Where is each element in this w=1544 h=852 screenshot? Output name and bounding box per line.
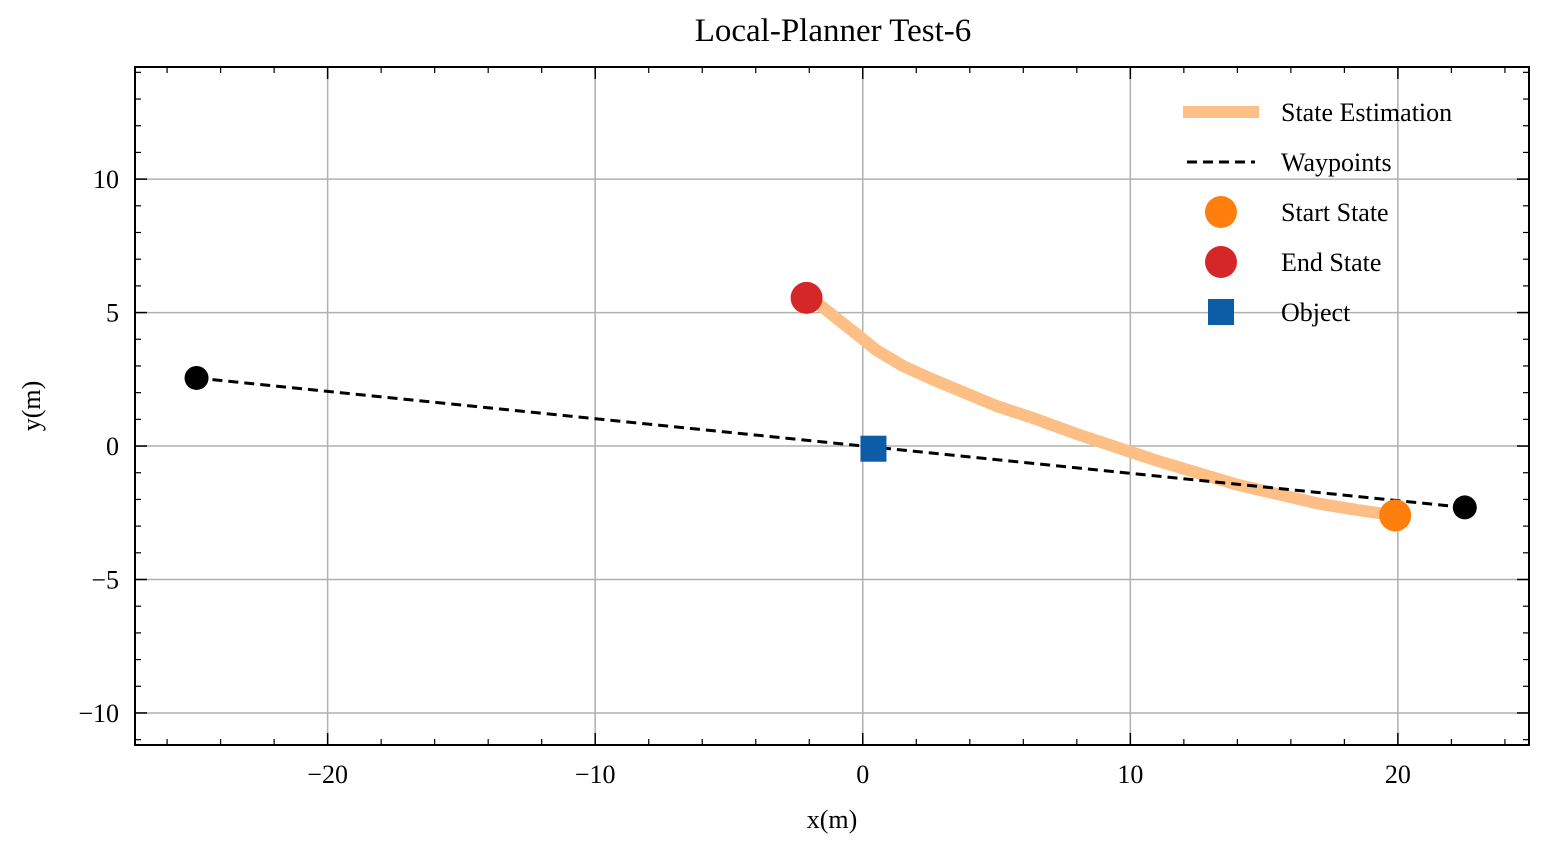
state-estimation-line: [803, 291, 1402, 522]
legend-end-state-label: End State: [1281, 248, 1381, 277]
x-tick-label: −20: [307, 760, 348, 789]
y-tick-label: −5: [91, 566, 119, 595]
waypoint-endpoint-marker: [184, 365, 209, 390]
legend-object-label: Object: [1281, 298, 1351, 327]
start-state-marker: [1379, 499, 1412, 532]
legend-waypoints-label: Waypoints: [1281, 148, 1392, 177]
legend-object-swatch: [1208, 299, 1234, 325]
y-tick-label: −10: [78, 699, 119, 728]
chart-title: Local-Planner Test-6: [695, 13, 972, 49]
legend-state-estimation-label: State Estimation: [1281, 98, 1452, 127]
plot-area: [184, 281, 1477, 532]
y-tick-label: 10: [93, 165, 119, 194]
y-tick-label: 0: [106, 432, 119, 461]
y-tick-label: 5: [106, 299, 119, 328]
legend-start-state-swatch: [1205, 196, 1237, 228]
legend: State Estimation Waypoints Start State End …: [1183, 98, 1452, 327]
x-tick-label: 0: [856, 760, 869, 789]
y-axis-label: y(m): [17, 381, 46, 432]
legend-end-state-swatch: [1205, 246, 1237, 278]
x-tick-label: 10: [1117, 760, 1143, 789]
x-tick-label: −10: [575, 760, 616, 789]
waypoints-line: [196, 376, 1465, 509]
legend-start-state-label: Start State: [1281, 198, 1389, 227]
tick-labels: −20 −10 0 10 20 −10 −5 0 5 10: [78, 165, 1411, 789]
axis-ticks: [135, 67, 1529, 745]
axes-frame: [134, 66, 1530, 746]
waypoint-endpoint-marker: [1452, 495, 1477, 520]
x-tick-label: 20: [1385, 760, 1411, 789]
object-marker: [860, 435, 887, 462]
x-axis-label: x(m): [807, 805, 858, 834]
end-state-marker: [790, 281, 823, 314]
